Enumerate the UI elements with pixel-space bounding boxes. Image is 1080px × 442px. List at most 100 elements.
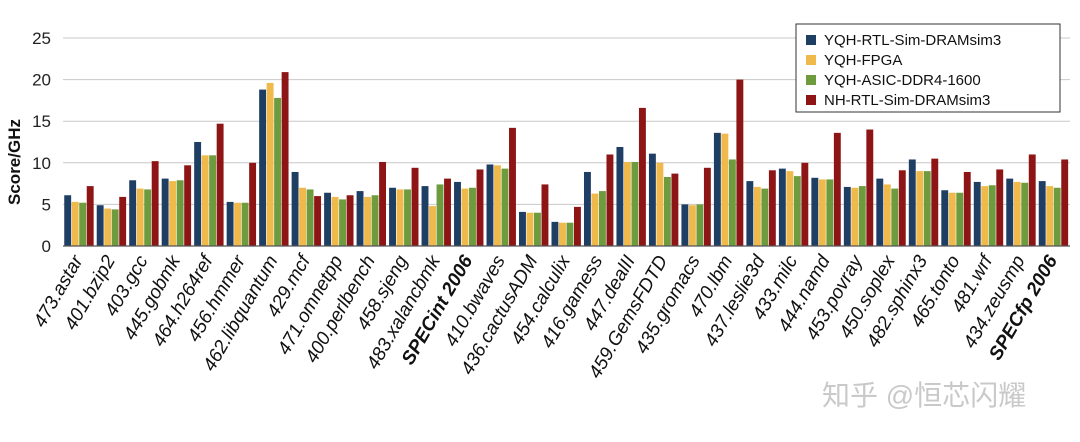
bar: [566, 222, 574, 246]
bar: [778, 168, 786, 246]
bar: [176, 180, 184, 246]
bar: [541, 184, 549, 246]
bar: [346, 195, 354, 246]
bar: [761, 188, 769, 246]
bar: [728, 159, 736, 246]
bar: [826, 179, 834, 246]
bar: [519, 211, 526, 246]
bar: [266, 82, 274, 246]
bar: [274, 97, 282, 247]
bar: [941, 190, 949, 246]
bar: [411, 167, 419, 246]
y-tick-label: 25: [32, 29, 51, 48]
y-tick-label: 5: [42, 195, 51, 214]
bar: [876, 178, 884, 246]
bar: [509, 127, 516, 246]
bar: [421, 186, 429, 246]
bar: [476, 169, 484, 246]
bar: [559, 222, 566, 246]
y-tick-label: 10: [32, 154, 51, 173]
bar: [981, 186, 989, 246]
bar: [931, 158, 939, 246]
bar: [104, 208, 112, 246]
legend-swatch: [806, 95, 816, 105]
legend-entry: YQH-ASIC-DDR4-1600: [824, 72, 981, 89]
bar: [551, 221, 559, 246]
bar: [151, 161, 159, 246]
bar: [631, 161, 639, 246]
bar: [444, 178, 451, 246]
bar: [1006, 178, 1014, 246]
bar: [436, 184, 444, 246]
bar: [226, 201, 234, 246]
bar: [818, 179, 826, 246]
legend-swatch: [806, 55, 816, 65]
bar: [241, 202, 249, 246]
bar: [379, 161, 386, 246]
bar: [1061, 159, 1069, 246]
bar: [389, 187, 396, 246]
bar: [64, 195, 72, 246]
bar: [356, 191, 364, 246]
bar: [858, 186, 866, 246]
bar: [713, 132, 721, 246]
bar: [843, 186, 851, 246]
legend-box: [795, 23, 1061, 113]
bar: [209, 155, 217, 246]
bar: [681, 204, 689, 246]
legend: YQH-RTL-Sim-DRAMsim3 YQH-FPGA YQH-ASIC-DDR…: [795, 23, 1061, 113]
bar: [461, 188, 469, 246]
bar: [591, 193, 599, 246]
bar: [898, 170, 906, 246]
bar: [314, 196, 322, 246]
bar: [703, 167, 711, 246]
bar: [916, 171, 924, 246]
bar: [454, 181, 461, 246]
bar: [688, 205, 696, 246]
bar: [136, 188, 144, 246]
bar: [1028, 154, 1036, 246]
bar: [371, 195, 379, 246]
bar: [616, 146, 624, 246]
bar: [494, 165, 501, 246]
bar: [86, 186, 94, 246]
bar: [306, 189, 314, 246]
bar: [364, 196, 371, 246]
bar: [753, 186, 761, 246]
watermark: 知乎 @恒芯闪耀: [822, 380, 1026, 411]
bar: [768, 170, 776, 246]
y-tick-label: 0: [42, 237, 51, 256]
bar: [291, 171, 299, 246]
bar: [663, 176, 671, 246]
legend-entry: YQH-FPGA: [824, 52, 902, 69]
bar: [996, 169, 1004, 246]
bar: [201, 155, 209, 246]
bar: [501, 168, 509, 246]
y-axis-label: Score/GHz: [5, 119, 24, 205]
bar: [129, 180, 137, 246]
bar: [194, 142, 202, 246]
bar: [404, 189, 411, 246]
bar: [486, 164, 494, 246]
bar: [216, 123, 224, 246]
bar: [851, 187, 859, 246]
bar: [948, 192, 956, 246]
bar: [71, 201, 79, 246]
bar: [469, 187, 476, 246]
legend-swatch: [806, 75, 816, 85]
bar: [119, 196, 127, 246]
legend-entry: YQH-RTL-Sim-DRAMsim3: [824, 32, 1001, 49]
bar: [96, 205, 104, 246]
legend-entry: NH-RTL-Sim-DRAMsim3: [824, 92, 990, 109]
bar: [331, 196, 339, 246]
bar: [1021, 182, 1029, 246]
bar: [1053, 187, 1061, 246]
bar: [324, 192, 332, 246]
bar: [161, 178, 169, 246]
bar: [396, 189, 404, 246]
bar: [908, 159, 916, 246]
bar: [883, 184, 891, 246]
legend-swatch: [806, 35, 816, 45]
y-tick-label: 15: [32, 112, 51, 131]
